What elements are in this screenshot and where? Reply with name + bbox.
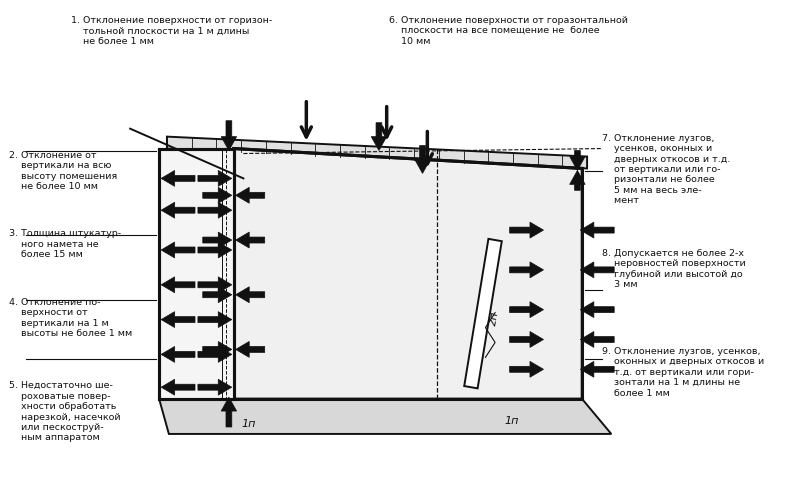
Text: 7. Отклонение лузгов,
    усенков, оконных и
    дверных откосов и т.д.
    от в: 7. Отклонение лузгов, усенков, оконных и… bbox=[602, 134, 730, 205]
Text: 3. Толщина штукатур-
    ного намета не
    более 15 мм: 3. Толщина штукатур- ного намета не боле… bbox=[9, 229, 122, 259]
Polygon shape bbox=[198, 312, 232, 327]
Polygon shape bbox=[580, 361, 614, 377]
Polygon shape bbox=[236, 342, 265, 357]
Polygon shape bbox=[198, 171, 232, 186]
Polygon shape bbox=[202, 232, 232, 248]
Polygon shape bbox=[510, 361, 543, 377]
Polygon shape bbox=[161, 379, 195, 395]
Polygon shape bbox=[570, 150, 585, 171]
Polygon shape bbox=[198, 347, 232, 362]
Polygon shape bbox=[236, 232, 265, 248]
Polygon shape bbox=[198, 202, 232, 218]
Polygon shape bbox=[198, 242, 232, 258]
Polygon shape bbox=[510, 331, 543, 348]
Polygon shape bbox=[167, 137, 587, 169]
Polygon shape bbox=[202, 287, 232, 303]
Polygon shape bbox=[161, 347, 195, 362]
Polygon shape bbox=[161, 242, 195, 258]
Polygon shape bbox=[580, 331, 614, 348]
Text: 6. Отклонение поверхности от горазонтальной
    плоскости на все помещение не  б: 6. Отклонение поверхности от горазонталь… bbox=[389, 16, 628, 46]
Polygon shape bbox=[198, 277, 232, 293]
Text: 8. Допускается не более 2-х
    неровностей поверхности
    глубиной или высотой: 8. Допускается не более 2-х неровностей … bbox=[602, 249, 746, 289]
Polygon shape bbox=[159, 399, 611, 434]
Polygon shape bbox=[234, 148, 582, 399]
Polygon shape bbox=[159, 148, 234, 399]
Polygon shape bbox=[414, 145, 430, 174]
Polygon shape bbox=[580, 302, 614, 317]
Polygon shape bbox=[510, 302, 543, 317]
Polygon shape bbox=[202, 187, 232, 203]
Polygon shape bbox=[221, 121, 237, 150]
Polygon shape bbox=[464, 239, 502, 388]
Polygon shape bbox=[570, 171, 585, 190]
Polygon shape bbox=[510, 222, 543, 238]
Polygon shape bbox=[236, 187, 265, 203]
Text: 4. Отклонение по-
    верхности от
    вертикали на 1 м
    высоты не более 1 мм: 4. Отклонение по- верхности от вертикали… bbox=[9, 298, 132, 338]
Polygon shape bbox=[371, 123, 386, 150]
Text: 2п: 2п bbox=[488, 311, 500, 326]
Polygon shape bbox=[580, 222, 614, 238]
Text: 1п: 1п bbox=[242, 419, 256, 429]
Polygon shape bbox=[580, 262, 614, 278]
Text: 9. Отклонение лузгов, усенков,
    оконных и дверных откосов и
    т.д. от верти: 9. Отклонение лузгов, усенков, оконных и… bbox=[602, 347, 764, 397]
Polygon shape bbox=[161, 171, 195, 186]
Polygon shape bbox=[161, 277, 195, 293]
Polygon shape bbox=[510, 262, 543, 278]
Text: 1. Отклонение поверхности от горизон-
    тольной плоскости на 1 м длины
    не : 1. Отклонение поверхности от горизон- то… bbox=[71, 16, 272, 46]
Polygon shape bbox=[236, 287, 265, 303]
Text: 1п: 1п bbox=[505, 416, 519, 426]
Polygon shape bbox=[198, 379, 232, 395]
Text: 5. Недостаточно ше-
    роховатые повер-
    хности обработать
    нарезкой, нас: 5. Недостаточно ше- роховатые повер- хно… bbox=[9, 381, 121, 442]
Polygon shape bbox=[161, 202, 195, 218]
Polygon shape bbox=[202, 342, 232, 357]
Text: 2. Отклонение от
    вертикали на всю
    высоту помешения
    не более 10 мм: 2. Отклонение от вертикали на всю высоту… bbox=[9, 151, 118, 191]
Polygon shape bbox=[161, 312, 195, 327]
Polygon shape bbox=[221, 397, 237, 427]
